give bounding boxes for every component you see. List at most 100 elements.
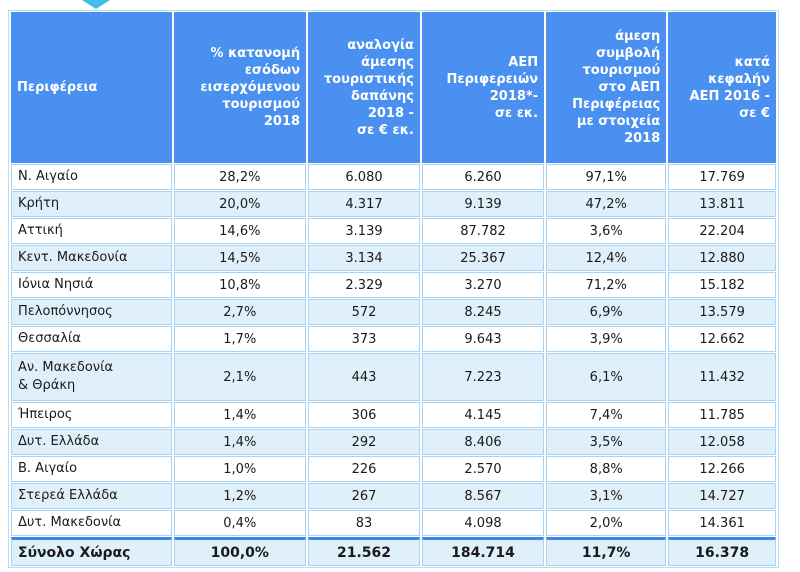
value-cell: 6.080 <box>308 164 420 190</box>
value-cell: 7.223 <box>421 353 545 401</box>
region-cell: Κρήτη <box>11 191 172 217</box>
value-cell: 8,8% <box>546 456 667 482</box>
total-value: 100,0% <box>173 537 307 566</box>
value-cell: 11.785 <box>668 402 776 428</box>
value-cell: 2.570 <box>421 456 545 482</box>
value-cell: 3.134 <box>308 245 420 271</box>
region-cell: Πελοπόννησος <box>11 299 172 325</box>
value-cell: 373 <box>308 326 420 352</box>
value-cell: 25.367 <box>421 245 545 271</box>
value-cell: 14.727 <box>668 483 776 509</box>
region-cell: Β. Αιγαίο <box>11 456 172 482</box>
value-cell: 1,7% <box>173 326 307 352</box>
value-cell: 7,4% <box>546 402 667 428</box>
region-cell: Ν. Αιγαίο <box>11 164 172 190</box>
region-cell: Αν. Μακεδονία & Θράκη <box>11 353 172 401</box>
value-cell: 1,2% <box>173 483 307 509</box>
value-cell: 4.317 <box>308 191 420 217</box>
value-cell: 12.266 <box>668 456 776 482</box>
value-cell: 0,4% <box>173 510 307 536</box>
triangle-marker-icon <box>82 0 110 9</box>
region-cell: Κεντ. Μακεδονία <box>11 245 172 271</box>
value-cell: 2,0% <box>546 510 667 536</box>
total-row: Σύνολο Χώρας 100,0% 21.562 184.714 11,7% 16.3… <box>11 537 776 566</box>
value-cell: 6.260 <box>421 164 545 190</box>
value-cell: 3,5% <box>546 429 667 455</box>
table-row: Πελοπόννησος 2,7% 572 8.245 6,9% 13.579 <box>11 299 776 325</box>
table-row: Θεσσαλία 1,7% 373 9.643 3,9% 12.662 <box>11 326 776 352</box>
table-row: Στερεά Ελλάδα 1,2% 267 8.567 3,1% 14.727 <box>11 483 776 509</box>
total-value: 16.378 <box>668 537 776 566</box>
value-cell: 14.361 <box>668 510 776 536</box>
value-cell: 3,6% <box>546 218 667 244</box>
value-cell: 1,0% <box>173 456 307 482</box>
value-cell: 1,4% <box>173 402 307 428</box>
value-cell: 2,7% <box>173 299 307 325</box>
table-row: Ν. Αιγαίο 28,2% 6.080 6.260 97,1% 17.769 <box>11 164 776 190</box>
value-cell: 71,2% <box>546 272 667 298</box>
header-row: Περιφέρεια% κατανομή εσόδων εισερχόμενου… <box>11 12 776 163</box>
value-cell: 4.145 <box>421 402 545 428</box>
value-cell: 3,9% <box>546 326 667 352</box>
table-row: Κρήτη 20,0% 4.317 9.139 47,2% 13.811 <box>11 191 776 217</box>
total-value: 21.562 <box>308 537 420 566</box>
total-value: 11,7% <box>546 537 667 566</box>
region-cell: Αττική <box>11 218 172 244</box>
value-cell: 3.270 <box>421 272 545 298</box>
region-cell: Ήπειρος <box>11 402 172 428</box>
region-cell: Δυτ. Μακεδονία <box>11 510 172 536</box>
value-cell: 292 <box>308 429 420 455</box>
value-cell: 15.182 <box>668 272 776 298</box>
value-cell: 13.811 <box>668 191 776 217</box>
tourism-by-region-table: Περιφέρεια% κατανομή εσόδων εισερχόμενου… <box>8 10 779 568</box>
value-cell: 97,1% <box>546 164 667 190</box>
value-cell: 306 <box>308 402 420 428</box>
value-cell: 572 <box>308 299 420 325</box>
value-cell: 443 <box>308 353 420 401</box>
table-row: Αττική 14,6% 3.139 87.782 3,6% 22.204 <box>11 218 776 244</box>
region-cell: Ιόνια Νησιά <box>11 272 172 298</box>
value-cell: 3.139 <box>308 218 420 244</box>
value-cell: 22.204 <box>668 218 776 244</box>
value-cell: 20,0% <box>173 191 307 217</box>
column-header: άμεση συμβολή τουρισμού στο ΑΕΠ Περιφέρε… <box>546 12 667 163</box>
value-cell: 8.567 <box>421 483 545 509</box>
column-header: ΑΕΠ Περιφερειών 2018*- σε εκ. <box>421 12 545 163</box>
value-cell: 12.058 <box>668 429 776 455</box>
table-row: Αν. Μακεδονία & Θράκη 2,1% 443 7.223 6,1% 11.… <box>11 353 776 401</box>
value-cell: 12,4% <box>546 245 667 271</box>
value-cell: 2.329 <box>308 272 420 298</box>
value-cell: 1,4% <box>173 429 307 455</box>
value-cell: 87.782 <box>421 218 545 244</box>
table-row: Β. Αιγαίο 1,0% 226 2.570 8,8% 12.266 <box>11 456 776 482</box>
value-cell: 9.643 <box>421 326 545 352</box>
table-row: Ήπειρος 1,4% 306 4.145 7,4% 11.785 <box>11 402 776 428</box>
value-cell: 8.406 <box>421 429 545 455</box>
region-cell: Στερεά Ελλάδα <box>11 483 172 509</box>
value-cell: 11.432 <box>668 353 776 401</box>
value-cell: 6,9% <box>546 299 667 325</box>
value-cell: 6,1% <box>546 353 667 401</box>
column-header: αναλογία άμεσης τουριστικής δαπάνης 2018… <box>308 12 420 163</box>
value-cell: 226 <box>308 456 420 482</box>
value-cell: 2,1% <box>173 353 307 401</box>
total-label: Σύνολο Χώρας <box>11 537 172 566</box>
column-header: κατά κεφαλήν ΑΕΠ 2016 - σε € <box>668 12 776 163</box>
value-cell: 8.245 <box>421 299 545 325</box>
total-value: 184.714 <box>421 537 545 566</box>
value-cell: 9.139 <box>421 191 545 217</box>
value-cell: 12.880 <box>668 245 776 271</box>
region-cell: Θεσσαλία <box>11 326 172 352</box>
value-cell: 17.769 <box>668 164 776 190</box>
column-header: Περιφέρεια <box>11 12 172 163</box>
value-cell: 14,6% <box>173 218 307 244</box>
table-row: Κεντ. Μακεδονία 14,5% 3.134 25.367 12,4% 12.8… <box>11 245 776 271</box>
value-cell: 4.098 <box>421 510 545 536</box>
value-cell: 3,1% <box>546 483 667 509</box>
table-row: Δυτ. Ελλάδα 1,4% 292 8.406 3,5% 12.058 <box>11 429 776 455</box>
value-cell: 28,2% <box>173 164 307 190</box>
region-cell: Δυτ. Ελλάδα <box>11 429 172 455</box>
value-cell: 12.662 <box>668 326 776 352</box>
column-header: % κατανομή εσόδων εισερχόμενου τουρισμού… <box>173 12 307 163</box>
value-cell: 267 <box>308 483 420 509</box>
